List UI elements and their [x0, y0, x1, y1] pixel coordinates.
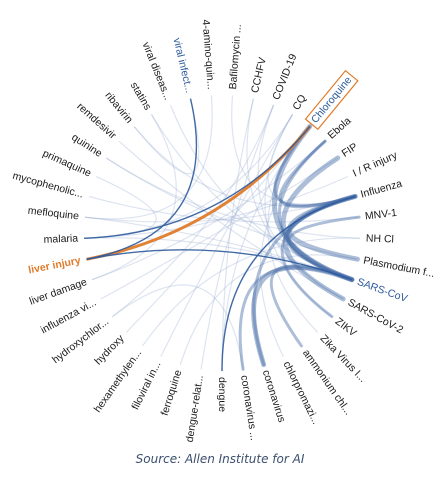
highlight-link-liver-injury-sars-cov [86, 249, 353, 281]
link-i-r-injury-malaria [84, 175, 349, 239]
node-label-ebola[interactable]: Ebola [326, 115, 354, 142]
link-cq-influenza [267, 114, 356, 206]
link-cchfv-sars-cov-2 [246, 98, 344, 300]
node-label-influenza[interactable]: Influenza [359, 178, 403, 201]
link-hydroxychlor-coronavirus [111, 284, 244, 370]
node-label-covid-19[interactable]: COVID-19 [270, 52, 299, 102]
link-filoviral-in-cq [160, 114, 294, 357]
link-ebola-sars-cov [277, 139, 354, 282]
node-label-ribavirin[interactable]: ribavirin [102, 90, 135, 126]
node-label-fip[interactable]: FIP [340, 141, 360, 160]
node-label-cchfv[interactable]: CCHFV [249, 56, 269, 94]
link-covid-19-sars-cov-2 [257, 104, 344, 300]
node-label-quinine[interactable]: quinine [69, 131, 104, 160]
link-sars-cov-coronavirus [238, 266, 354, 371]
link-nh-cl-quinine [105, 157, 360, 239]
link-dengue-relat-covid-19 [200, 104, 275, 370]
link-statins-liver-damage [91, 114, 177, 281]
link-zikv-cq [264, 114, 333, 318]
link-zika-virus-i-chloroquine [267, 126, 319, 333]
link-cchfv-dengue [221, 98, 254, 372]
highlight-link-malaria-chloroquine [84, 126, 311, 239]
faint-links-group [84, 95, 360, 372]
node-label-cq[interactable]: CQ [290, 93, 308, 113]
link-quinine-plasmodium-f [105, 157, 358, 260]
node-label-coronavirus[interactable]: coronavirus [260, 368, 288, 423]
link-viral-diseas-sars-cov [169, 104, 353, 281]
node-label-dengue[interactable]: dengue [216, 377, 228, 412]
link-chlorpromazi-ebola [259, 140, 326, 357]
highlight-links-group [84, 98, 356, 372]
node-label-mycophenolic[interactable]: mycophenolic... [11, 170, 85, 201]
node-label-4-amino-quin[interactable]: 4-amino-quin... [200, 19, 217, 90]
node-label-mefloquine[interactable]: mefloquine [27, 205, 80, 223]
link-4-amino-quin-mefloquine [84, 95, 213, 220]
link-influenza-plasmodium-f [286, 193, 360, 262]
node-label-mnv-1[interactable]: MNV-1 [364, 207, 397, 223]
link-covid-19-hydroxychlor [111, 104, 275, 318]
link-fip-sars-cov [280, 155, 355, 283]
node-label-zikv[interactable]: ZIKV [333, 316, 359, 340]
node-label-coronavirus[interactable]: coronavirus ... [238, 374, 260, 441]
node-label-sars-cov[interactable]: SARS-CoV [355, 276, 408, 305]
node-label-plasmodium-f[interactable]: Plasmodium f... [362, 255, 435, 281]
link-sars-cov-coronavirus [251, 264, 355, 368]
link-chloroquine-influenza [273, 125, 357, 208]
node-label-viral-infect[interactable]: viral infect... [171, 37, 195, 94]
node-label-liver-injury[interactable]: liver injury [27, 254, 82, 276]
link-remdesivir-sars-cov-2 [118, 140, 344, 300]
link-mefloquine-influenza [84, 195, 356, 223]
node-label-nh-cl[interactable]: NH Cl [366, 233, 394, 246]
node-label-hydroxy[interactable]: hydroxy [92, 332, 127, 367]
link-ribavirin-viral-infect [133, 98, 200, 175]
highlight-link-liver-injury-viral-infect [86, 98, 198, 260]
selected-node-box [304, 69, 359, 131]
link-statins-sars-cov [150, 114, 353, 281]
node-label-dengue-relat[interactable]: dengue-relat... [184, 374, 206, 443]
node-label-i-r-injury[interactable]: I / R injury [351, 149, 400, 180]
node-label-malaria[interactable]: malaria [43, 232, 78, 245]
source-caption: Source: Allen Institute for AI [135, 452, 305, 466]
node-label-statins[interactable]: statins [128, 80, 154, 112]
node-label-primaquine[interactable]: primaquine [41, 147, 93, 179]
link-liver-damage-ebola [91, 140, 326, 281]
link-chloroquine-sars-cov [272, 124, 355, 283]
link-hexamethylen-nh-cl [142, 237, 360, 347]
link-chloroquine-dengue [221, 126, 311, 372]
link-mycophenolic-mnv-1 [88, 195, 360, 223]
link-mnv-1-sars-cov [287, 215, 361, 282]
node-label-ferroquine[interactable]: ferroquine [159, 368, 185, 417]
link-influenza-vi-fip [100, 157, 339, 300]
link-ebola-influenza [278, 139, 357, 209]
link-bafilomycin-influenza [231, 95, 356, 205]
highlight-link-dengue-influenza [221, 195, 356, 372]
node-label-bafilomycin[interactable]: Bafilomycin ... [227, 24, 244, 90]
